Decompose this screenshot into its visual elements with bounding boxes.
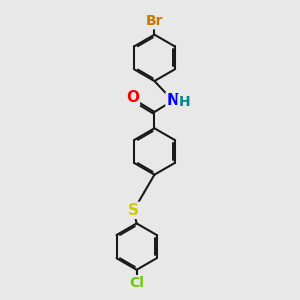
Text: O: O — [126, 90, 139, 105]
Text: N: N — [167, 93, 179, 108]
Text: S: S — [128, 203, 139, 218]
Text: Cl: Cl — [129, 276, 144, 290]
Text: H: H — [178, 95, 190, 109]
Text: Br: Br — [146, 14, 163, 28]
